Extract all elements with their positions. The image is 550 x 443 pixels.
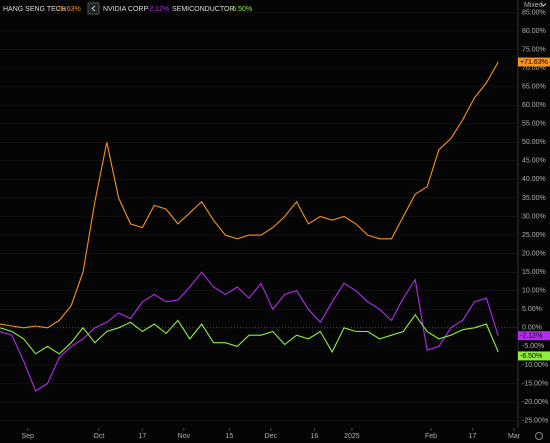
y-tick-label: 70.00% (522, 65, 546, 72)
value-tag-label: +71.63% (520, 59, 548, 66)
x-tick-label: 15 (225, 433, 233, 440)
x-tick-label: Dec (265, 433, 278, 440)
x-tick-label: Oct (93, 433, 104, 440)
legend-name: SEMICONDUCTOR (172, 6, 234, 13)
y-tick-label: -15.00% (522, 380, 548, 387)
settings-icon[interactable] (535, 432, 543, 440)
y-tick-label: 10.00% (522, 288, 546, 295)
series-line (0, 313, 499, 355)
y-tick-label: -20.00% (522, 399, 548, 406)
dropdown-icon (540, 3, 547, 7)
x-tick-label: Mar (508, 433, 521, 440)
x-tick-label: 17 (138, 433, 146, 440)
y-tick-label: 65.00% (522, 83, 546, 90)
y-tick-label: 40.00% (522, 176, 546, 183)
y-tick-label: -5.00% (522, 343, 544, 350)
y-tick-label: -10.00% (522, 362, 548, 369)
y-tick-label: 80.00% (522, 28, 546, 35)
legend-name: NVIDIA CORP (103, 6, 148, 13)
value-tag-label: -6.50% (520, 353, 542, 360)
axis-mode[interactable]: Mixed (524, 2, 543, 9)
legend-value: 71.63% (57, 6, 81, 13)
y-tick-label: 35.00% (522, 195, 546, 202)
back-icon (91, 5, 96, 12)
y-tick-label: 0.00% (522, 325, 542, 332)
x-tick-label: Nov (178, 433, 191, 440)
series-line (0, 271, 499, 392)
y-tick-label: 85.00% (522, 9, 546, 16)
y-tick-label: 75.00% (522, 46, 546, 53)
x-tick-label: Feb (425, 433, 437, 440)
value-tag-label: -2.12% (520, 333, 542, 340)
x-tick-label: 16 (310, 433, 318, 440)
y-tick-label: 20.00% (522, 250, 546, 257)
value-tag (518, 331, 550, 341)
x-tick-label: 17 (469, 433, 477, 440)
series-line (0, 61, 499, 329)
back-button[interactable] (87, 2, 100, 15)
y-tick-label: 25.00% (522, 232, 546, 239)
y-tick-label: 30.00% (522, 213, 546, 220)
legend-name: HANG SENG TECH (3, 6, 66, 13)
x-tick-label: 2025 (344, 433, 360, 440)
y-tick-label: -25.00% (522, 417, 548, 424)
y-tick-label: 55.00% (522, 121, 546, 128)
y-tick-label: 15.00% (522, 269, 546, 276)
legend-value: -6.50% (230, 6, 252, 13)
legend-value: -2.12% (147, 6, 169, 13)
value-tag (518, 57, 550, 67)
y-tick-label: 45.00% (522, 158, 546, 165)
x-tick-label: Sep (21, 433, 34, 440)
y-tick-label: 60.00% (522, 102, 546, 109)
value-tag (518, 351, 550, 361)
y-tick-label: 50.00% (522, 139, 546, 146)
y-tick-label: 5.00% (522, 306, 542, 313)
